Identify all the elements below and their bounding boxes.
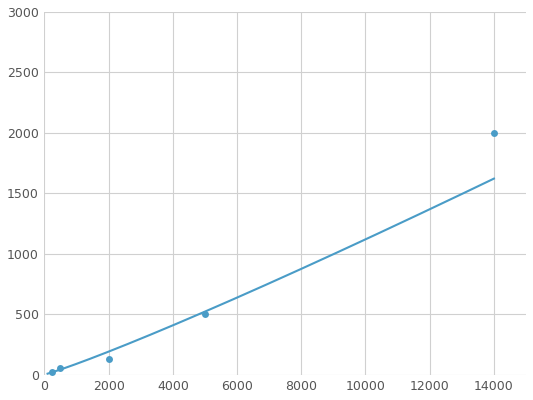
Point bbox=[56, 365, 64, 372]
Point bbox=[48, 369, 56, 375]
Point bbox=[490, 130, 498, 136]
Point bbox=[104, 356, 113, 362]
Point bbox=[200, 311, 209, 317]
